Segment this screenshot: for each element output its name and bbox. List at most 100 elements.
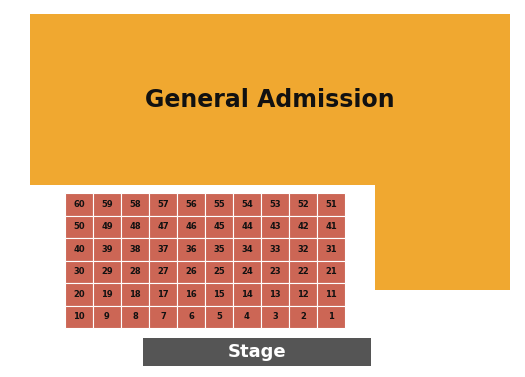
Bar: [93, 193, 121, 216]
Text: 54: 54: [241, 200, 253, 209]
Bar: [121, 305, 149, 328]
Text: 45: 45: [213, 222, 225, 231]
Bar: [205, 193, 233, 216]
Text: 44: 44: [241, 222, 253, 231]
Text: General Admission: General Admission: [145, 88, 395, 112]
Bar: [149, 305, 177, 328]
Text: 6: 6: [188, 312, 194, 321]
Text: 50: 50: [73, 222, 85, 231]
Bar: [317, 238, 345, 261]
Bar: [121, 238, 149, 261]
Bar: [289, 283, 317, 305]
Bar: [233, 305, 261, 328]
Bar: [233, 261, 261, 283]
Bar: [30, 14, 510, 185]
Text: 17: 17: [157, 290, 169, 299]
Bar: [289, 238, 317, 261]
Bar: [261, 238, 289, 261]
Text: 33: 33: [269, 245, 281, 254]
Bar: [149, 238, 177, 261]
Text: 23: 23: [269, 267, 281, 276]
Text: 43: 43: [269, 222, 281, 231]
Bar: [233, 238, 261, 261]
Bar: [177, 238, 205, 261]
Text: 13: 13: [269, 290, 281, 299]
Bar: [205, 261, 233, 283]
Text: 3: 3: [272, 312, 278, 321]
Bar: [205, 305, 233, 328]
Text: 9: 9: [104, 312, 110, 321]
Bar: [261, 283, 289, 305]
Bar: [143, 338, 371, 366]
Text: 59: 59: [101, 200, 113, 209]
Text: 2: 2: [300, 312, 306, 321]
Bar: [317, 283, 345, 305]
Text: 20: 20: [73, 290, 85, 299]
Bar: [289, 216, 317, 238]
Bar: [375, 185, 510, 290]
Text: 5: 5: [216, 312, 222, 321]
Text: 42: 42: [297, 222, 309, 231]
Bar: [65, 193, 93, 216]
Bar: [121, 216, 149, 238]
Bar: [233, 216, 261, 238]
Bar: [65, 238, 93, 261]
Text: 56: 56: [185, 200, 197, 209]
Bar: [205, 238, 233, 261]
Text: 31: 31: [325, 245, 337, 254]
Text: 15: 15: [213, 290, 225, 299]
Text: 52: 52: [297, 200, 309, 209]
Text: 60: 60: [73, 200, 85, 209]
Text: 22: 22: [297, 267, 309, 276]
Bar: [121, 261, 149, 283]
Bar: [205, 216, 233, 238]
Bar: [65, 305, 93, 328]
Bar: [149, 216, 177, 238]
Bar: [317, 216, 345, 238]
Bar: [317, 261, 345, 283]
Bar: [289, 261, 317, 283]
Text: 35: 35: [213, 245, 225, 254]
Text: 36: 36: [185, 245, 197, 254]
Bar: [149, 283, 177, 305]
Text: 18: 18: [129, 290, 141, 299]
Bar: [177, 305, 205, 328]
Text: 24: 24: [241, 267, 253, 276]
Bar: [93, 261, 121, 283]
Bar: [233, 283, 261, 305]
Text: 37: 37: [158, 245, 169, 254]
Text: 49: 49: [101, 222, 113, 231]
Text: 30: 30: [74, 267, 85, 276]
Text: 46: 46: [185, 222, 197, 231]
Bar: [149, 193, 177, 216]
Bar: [121, 193, 149, 216]
Bar: [177, 193, 205, 216]
Text: 29: 29: [101, 267, 113, 276]
Text: 10: 10: [73, 312, 85, 321]
Text: 16: 16: [185, 290, 197, 299]
Text: 39: 39: [101, 245, 113, 254]
Bar: [149, 261, 177, 283]
Text: 41: 41: [325, 222, 337, 231]
Text: 51: 51: [325, 200, 337, 209]
Text: 19: 19: [101, 290, 113, 299]
Text: 25: 25: [213, 267, 225, 276]
Text: 53: 53: [269, 200, 281, 209]
Text: 55: 55: [213, 200, 225, 209]
Bar: [289, 305, 317, 328]
Text: 12: 12: [297, 290, 309, 299]
Bar: [261, 216, 289, 238]
Text: 8: 8: [132, 312, 138, 321]
Bar: [65, 216, 93, 238]
Bar: [93, 305, 121, 328]
Text: 21: 21: [325, 267, 337, 276]
Bar: [317, 193, 345, 216]
Text: 27: 27: [157, 267, 169, 276]
Bar: [261, 261, 289, 283]
Bar: [93, 216, 121, 238]
Text: 34: 34: [241, 245, 253, 254]
Text: 4: 4: [244, 312, 250, 321]
Bar: [93, 238, 121, 261]
Bar: [261, 305, 289, 328]
Text: 40: 40: [73, 245, 85, 254]
